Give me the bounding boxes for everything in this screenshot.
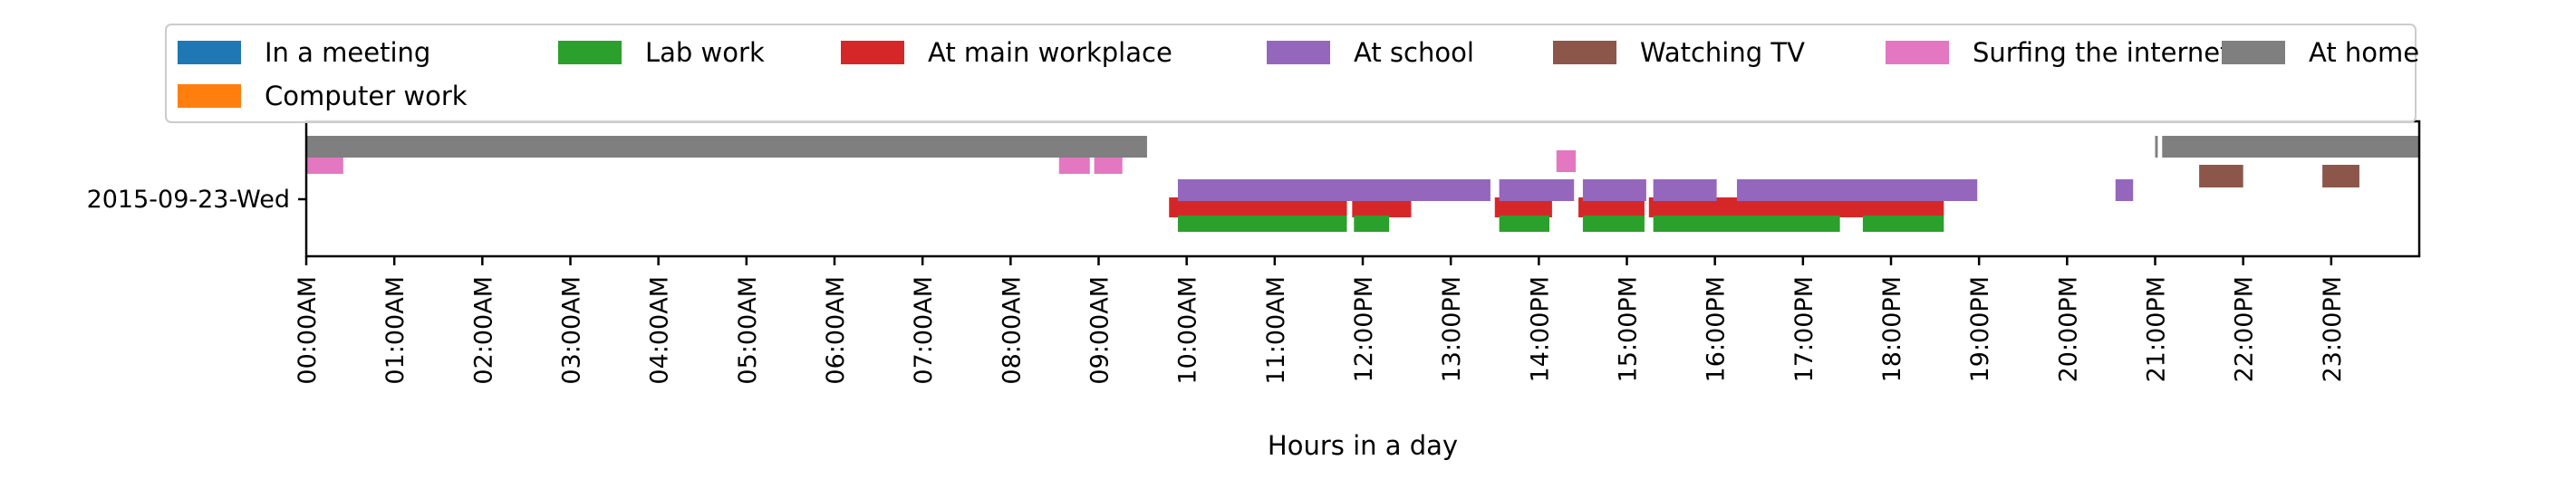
- legend-label-at-school: At school: [1354, 37, 1474, 68]
- legend-swatch-lab-work: [558, 41, 622, 64]
- legend-label-at-main-workplace: At main workplace: [928, 37, 1172, 68]
- x-tick-label-4: 04:00AM: [646, 276, 674, 385]
- x-tick-label-14: 14:00PM: [1526, 276, 1554, 382]
- legend: In a meeting Computer work Lab work At main…: [165, 24, 2419, 123]
- bar-at-main-workplace-0: [1169, 197, 1347, 217]
- x-axis-label: Hours in a day: [1268, 430, 1458, 461]
- bar-at-home-1: [2155, 136, 2158, 158]
- bar-lab-work-5: [1862, 216, 1944, 232]
- legend-label-at-home: At home: [2309, 37, 2419, 68]
- bar-at-home-0: [306, 136, 1147, 158]
- bar-surfing-the-internet-1: [1058, 158, 1090, 174]
- bar-at-main-workplace-1: [1352, 197, 1412, 217]
- x-tick-label-17: 17:00PM: [1790, 276, 1819, 382]
- activity-bars: [306, 136, 2419, 232]
- bar-lab-work-1: [1354, 216, 1390, 232]
- x-tick-label-23: 23:00PM: [2319, 276, 2347, 382]
- x-tick-label-9: 09:00AM: [1086, 276, 1114, 385]
- x-tick-label-21: 21:00PM: [2143, 276, 2171, 382]
- x-tick-label-7: 07:00AM: [910, 276, 938, 385]
- bar-at-school-4: [1736, 179, 1978, 201]
- x-tick-label-22: 22:00PM: [2231, 276, 2259, 382]
- legend-box: [165, 24, 2417, 123]
- x-tick-label-11: 11:00AM: [1262, 276, 1290, 385]
- bar-at-main-workplace-2: [1494, 197, 1552, 217]
- bar-lab-work-4: [1653, 216, 1840, 232]
- x-tick-label-20: 20:00PM: [2054, 276, 2082, 382]
- legend-swatch-surfing-the-internet: [1886, 41, 1949, 64]
- x-tick-label-16: 16:00PM: [1703, 276, 1731, 382]
- legend-label-in-a-meeting: In a meeting: [265, 37, 430, 68]
- x-tick-label-2: 02:00AM: [469, 276, 497, 385]
- bar-surfing-the-internet-3: [1556, 150, 1577, 172]
- bar-at-school-2: [1582, 179, 1646, 201]
- legend-label-lab-work: Lab work: [645, 37, 765, 68]
- x-tick-label-13: 13:00PM: [1438, 276, 1466, 382]
- x-tick-label-8: 08:00AM: [998, 276, 1026, 385]
- bar-at-home-2: [2162, 136, 2419, 158]
- legend-swatch-at-main-workplace: [841, 41, 904, 64]
- x-tick-label-0: 00:00AM: [294, 276, 322, 385]
- x-tick-label-12: 12:00PM: [1350, 276, 1378, 382]
- legend-label-surfing-the-internet: Surfing the internet: [1973, 37, 2230, 68]
- bar-lab-work-0: [1177, 216, 1347, 232]
- bar-at-main-workplace-3: [1578, 197, 1645, 217]
- bar-surfing-the-internet-2: [1094, 158, 1123, 174]
- bar-at-school-0: [1177, 179, 1491, 201]
- bar-lab-work-2: [1499, 216, 1549, 232]
- bar-lab-work-3: [1582, 216, 1645, 232]
- legend-swatch-at-school: [1267, 41, 1330, 64]
- bar-at-school-1: [1499, 179, 1575, 201]
- legend-label-watching-tv: Watching TV: [1640, 37, 1805, 68]
- bar-surfing-the-internet-0: [306, 158, 343, 174]
- bar-watching-tv-1: [2322, 165, 2359, 187]
- x-tick-label-6: 06:00AM: [822, 276, 850, 385]
- x-tick-label-1: 01:00AM: [381, 276, 410, 385]
- x-tick-label-5: 05:00AM: [734, 276, 762, 385]
- x-axis-ticks: 00:00AM 01:00AM 02:00AM 03:00AM 04:00AM 05:00…: [294, 256, 2347, 385]
- legend-swatch-at-home: [2222, 41, 2285, 64]
- x-tick-label-19: 19:00PM: [1966, 276, 1994, 382]
- row-label: 2015-09-23-Wed: [87, 186, 290, 214]
- bar-at-main-workplace-4: [1648, 197, 1944, 217]
- legend-swatch-watching-tv: [1553, 41, 1616, 64]
- legend-swatch-in-a-meeting: [178, 41, 241, 64]
- x-tick-label-15: 15:00PM: [1615, 276, 1643, 382]
- x-tick-label-3: 03:00AM: [558, 276, 586, 385]
- legend-swatch-computer-work: [178, 84, 241, 108]
- bar-at-school-5: [2115, 179, 2134, 201]
- bar-at-school-3: [1653, 179, 1717, 201]
- bar-watching-tv-0: [2199, 165, 2243, 187]
- x-tick-label-18: 18:00PM: [1878, 276, 1906, 382]
- x-tick-label-10: 10:00AM: [1174, 276, 1202, 385]
- legend-label-computer-work: Computer work: [265, 81, 468, 111]
